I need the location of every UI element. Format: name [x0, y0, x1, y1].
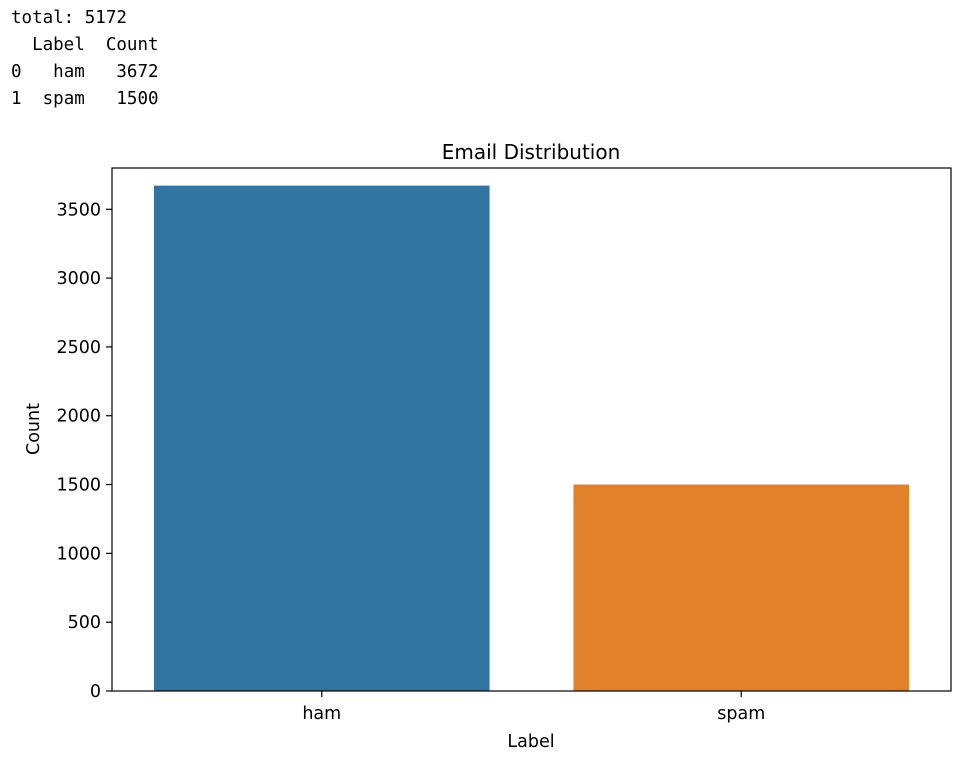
- y-tick-label: 1500: [56, 476, 101, 496]
- header-label: Label: [32, 35, 85, 55]
- bars-layer: [153, 185, 910, 692]
- row-count: 3672: [116, 62, 159, 82]
- total-line: total: 5172: [11, 8, 127, 28]
- y-axis: 0 500 1000 1500 2000 2500 3000 3500: [56, 200, 112, 702]
- y-tick-label: 3000: [56, 269, 101, 289]
- table-row: 1 spam 1500: [11, 86, 159, 113]
- row-count: 1500: [116, 89, 159, 109]
- header-count: Count: [105, 35, 159, 55]
- table-row: 0 ham 3672: [11, 59, 159, 86]
- row-index: 0: [11, 62, 22, 82]
- x-axis-label: Label: [507, 732, 554, 752]
- x-axis: ham spam: [302, 691, 765, 724]
- y-tick-label: 0: [90, 682, 101, 702]
- y-axis-label: Count: [24, 403, 44, 455]
- row-label: spam: [42, 89, 85, 109]
- y-tick-label: 3500: [56, 200, 101, 220]
- x-tick-label: ham: [302, 704, 341, 724]
- row-index: 1: [11, 89, 22, 109]
- y-tick-label: 2000: [56, 407, 101, 427]
- table-header: Label Count: [11, 32, 159, 59]
- y-tick-label: 1000: [56, 544, 101, 564]
- bar-ham: [153, 185, 490, 692]
- y-tick-label: 2500: [56, 338, 101, 358]
- row-label: ham: [53, 62, 85, 82]
- y-tick-label: 500: [68, 613, 101, 633]
- chart-title: Email Distribution: [442, 140, 621, 164]
- console-output: total: 5172 Label Count 0 ham 3672 1 spa…: [11, 5, 159, 113]
- x-tick-label: spam: [717, 704, 765, 724]
- bar-spam: [573, 484, 910, 691]
- plot-frame: [111, 167, 952, 692]
